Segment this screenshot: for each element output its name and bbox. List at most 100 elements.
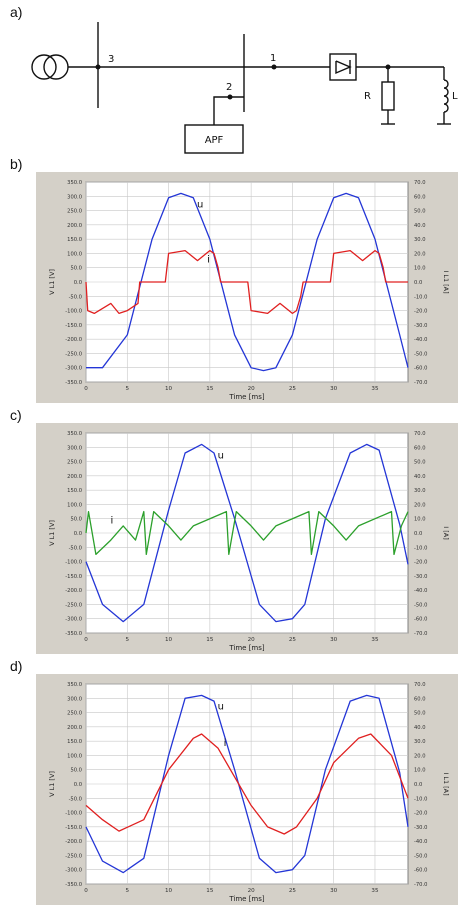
- x-tick-label: 5: [126, 637, 130, 643]
- y-left-tick-label: -100.0: [65, 309, 82, 315]
- y-right-tick-label: -50.0: [414, 351, 427, 357]
- y-left-axis-label: V L1 [V]: [48, 269, 56, 295]
- y-left-tick-label: 250.0: [67, 209, 82, 215]
- y-left-tick-label: 50.0: [70, 266, 82, 272]
- y-left-tick-label: 0.0: [74, 782, 82, 788]
- y-left-tick-label: -50.0: [69, 294, 82, 300]
- y-right-tick-label: -40.0: [414, 337, 427, 343]
- series-line-u: [85, 443, 409, 623]
- y-right-axis-label: I L1 [A]: [442, 270, 450, 293]
- y-right-tick-label: 0.0: [414, 531, 422, 537]
- y-left-tick-label: 0.0: [74, 280, 82, 286]
- y-right-tick-label: 70.0: [414, 180, 426, 186]
- y-right-axis-label: I [A]: [442, 526, 450, 540]
- x-tick-label: 10: [165, 888, 173, 894]
- y-left-tick-label: -150.0: [65, 574, 82, 580]
- y-left-tick-label: 250.0: [67, 711, 82, 717]
- x-axis-label: Time [ms]: [228, 644, 265, 652]
- y-right-tick-label: -70.0: [414, 631, 427, 637]
- y-left-tick-label: 200.0: [67, 474, 82, 480]
- y-left-tick-label: 100.0: [67, 753, 82, 759]
- y-right-tick-label: 0.0: [414, 280, 422, 286]
- inductor-label: L: [452, 91, 458, 102]
- y-right-tick-label: -40.0: [414, 588, 427, 594]
- y-left-tick-label: 150.0: [67, 237, 82, 243]
- x-tick-label: 25: [289, 386, 297, 392]
- y-right-tick-label: -30.0: [414, 825, 427, 831]
- y-right-tick-label: 10.0: [414, 517, 426, 523]
- y-right-tick-label: 30.0: [414, 237, 426, 243]
- resistor: [381, 81, 395, 111]
- y-right-tick-label: 50.0: [414, 209, 426, 215]
- y-right-tick-label: -60.0: [414, 617, 427, 623]
- y-right-tick-label: -50.0: [414, 602, 427, 608]
- x-axis-label: Time [ms]: [228, 393, 265, 401]
- node-dot-load: [385, 64, 391, 70]
- y-right-tick-label: 10.0: [414, 266, 426, 272]
- node-dot-2: [227, 94, 233, 100]
- series-label-u: u: [218, 701, 224, 712]
- series-label-i: i: [224, 738, 227, 749]
- y-right-tick-label: 50.0: [414, 460, 426, 466]
- y-left-tick-label: 250.0: [67, 460, 82, 466]
- y-left-tick-label: 300.0: [67, 194, 82, 200]
- y-right-tick-label: -40.0: [414, 839, 427, 845]
- y-right-tick-label: -60.0: [414, 366, 427, 372]
- series-label-i: i: [110, 516, 113, 527]
- y-right-tick-label: -10.0: [414, 545, 427, 551]
- resistor-label: R: [364, 91, 371, 102]
- x-tick-label: 10: [165, 637, 173, 643]
- y-left-tick-label: -50.0: [69, 796, 82, 802]
- y-left-tick-label: 150.0: [67, 739, 82, 745]
- x-tick-label: 30: [330, 386, 338, 392]
- y-left-tick-label: 200.0: [67, 223, 82, 229]
- series-line-i: [85, 510, 409, 556]
- panel-label-a: a): [10, 4, 23, 20]
- x-tick-label: 20: [248, 637, 256, 643]
- y-left-tick-label: -100.0: [65, 811, 82, 817]
- y-right-tick-label: 60.0: [414, 696, 426, 702]
- x-axis-label: Time [ms]: [228, 895, 265, 903]
- y-left-tick-label: -150.0: [65, 825, 82, 831]
- y-left-tick-label: -200.0: [65, 588, 82, 594]
- y-right-tick-label: 30.0: [414, 739, 426, 745]
- y-right-tick-label: 30.0: [414, 488, 426, 494]
- y-right-tick-label: 20.0: [414, 502, 426, 508]
- x-tick-label: 25: [289, 637, 297, 643]
- x-tick-label: 15: [206, 637, 214, 643]
- y-left-tick-label: 300.0: [67, 445, 82, 451]
- y-right-tick-label: 60.0: [414, 194, 426, 200]
- y-right-tick-label: -20.0: [414, 560, 427, 566]
- node-label-3: 3: [108, 54, 114, 65]
- x-tick-label: 35: [371, 386, 379, 392]
- panel-label-d: d): [10, 658, 23, 674]
- y-left-tick-label: -300.0: [65, 366, 82, 372]
- series-label-u: u: [218, 450, 224, 461]
- y-right-tick-label: 60.0: [414, 445, 426, 451]
- panel-label-b: b): [10, 156, 23, 172]
- y-left-tick-label: -300.0: [65, 868, 82, 874]
- y-left-tick-label: 350.0: [67, 682, 82, 688]
- y-right-tick-label: -20.0: [414, 811, 427, 817]
- x-tick-label: 15: [206, 386, 214, 392]
- x-tick-label: 0: [84, 888, 88, 894]
- x-tick-label: 35: [371, 637, 379, 643]
- series-line-u: [85, 694, 409, 874]
- circuit-diagram: 3 1 2 APF R L: [31, 22, 458, 154]
- y-left-tick-label: -200.0: [65, 337, 82, 343]
- y-right-tick-label: 20.0: [414, 753, 426, 759]
- y-right-tick-label: -20.0: [414, 309, 427, 315]
- y-right-tick-label: 40.0: [414, 725, 426, 731]
- y-left-tick-label: 100.0: [67, 251, 82, 257]
- y-right-tick-label: 10.0: [414, 768, 426, 774]
- y-right-tick-label: 40.0: [414, 223, 426, 229]
- x-tick-label: 20: [248, 888, 256, 894]
- x-tick-label: 5: [126, 386, 130, 392]
- x-tick-label: 5: [126, 888, 130, 894]
- y-right-tick-label: 0.0: [414, 782, 422, 788]
- y-right-tick-label: 50.0: [414, 711, 426, 717]
- apf-box: [184, 124, 244, 154]
- y-left-axis-label: V L1 [V]: [48, 771, 56, 797]
- y-left-tick-label: -100.0: [65, 560, 82, 566]
